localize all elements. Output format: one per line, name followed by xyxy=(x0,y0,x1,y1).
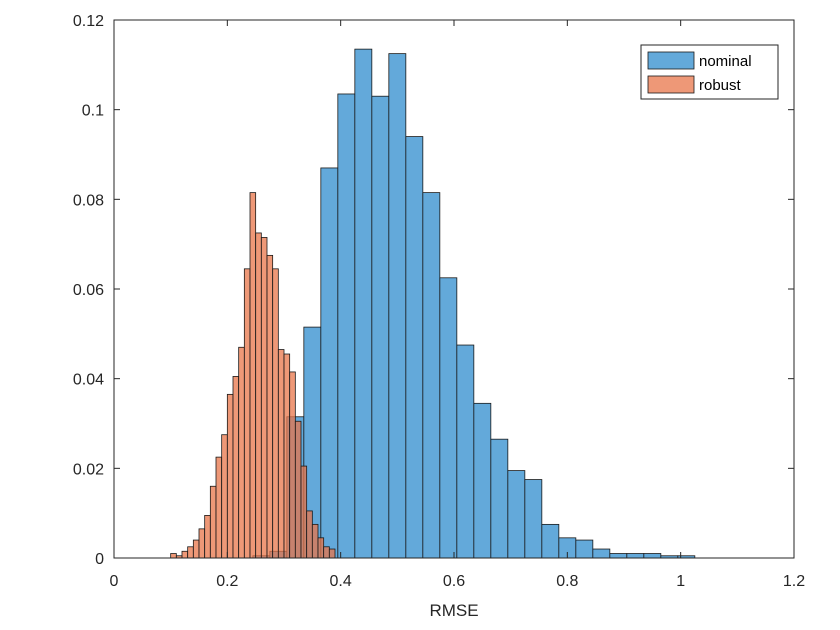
legend-label-robust: robust xyxy=(699,77,742,94)
nominal-bar xyxy=(609,553,628,559)
nominal-bar xyxy=(524,479,543,559)
nominal-bar xyxy=(439,277,458,559)
nominal-bar xyxy=(592,548,611,559)
x-axis-label: RMSE xyxy=(429,601,478,620)
robust-bar xyxy=(255,232,262,559)
robust-bar xyxy=(300,465,308,559)
x-tick-label: 0.4 xyxy=(330,573,352,590)
robust-bar xyxy=(294,420,302,559)
nominal-bar xyxy=(507,470,526,559)
nominal-bar xyxy=(541,523,560,559)
robust-bar xyxy=(187,546,194,559)
robust-bar xyxy=(209,485,217,559)
robust-bar xyxy=(283,353,291,559)
robust-bar xyxy=(249,192,257,559)
robust-bar xyxy=(232,376,240,559)
robust-bar xyxy=(226,393,234,559)
nominal-bar xyxy=(422,192,441,559)
y-tick-label: 0.02 xyxy=(73,461,104,478)
robust-bar xyxy=(170,553,177,559)
robust-bar xyxy=(306,510,313,559)
robust-bar xyxy=(260,237,268,559)
robust-bar xyxy=(204,515,211,559)
robust-series xyxy=(170,192,336,559)
nominal-bar xyxy=(575,539,594,559)
nominal-bar xyxy=(490,438,509,559)
robust-bar xyxy=(192,539,200,559)
nominal-bar xyxy=(643,553,662,559)
robust-bar xyxy=(311,523,319,559)
y-tick-label: 0.08 xyxy=(73,192,104,209)
robust-bar xyxy=(266,254,274,559)
nominal-series xyxy=(252,48,696,559)
x-tick-label: 1 xyxy=(676,573,685,590)
robust-bar xyxy=(317,537,325,559)
y-tick-label: 0.12 xyxy=(73,13,104,30)
legend-swatch-robust xyxy=(647,75,695,94)
nominal-bar xyxy=(337,93,356,559)
robust-bar xyxy=(323,546,330,559)
nominal-bar xyxy=(456,344,475,559)
axis-ticks: 0 0.2 0.4 0.6 0.8 1 1.2 0 0.02 0.04 0.06 0.08 0.1 0.1… xyxy=(73,13,805,590)
robust-bar xyxy=(328,548,336,559)
legend: nominal robust xyxy=(640,44,779,100)
robust-bar xyxy=(243,268,251,559)
nominal-bar xyxy=(473,402,492,559)
legend-label-nominal: nominal xyxy=(699,53,752,70)
robust-bar xyxy=(198,528,206,559)
x-tick-label: 0 xyxy=(110,573,119,590)
robust-bar xyxy=(221,434,228,559)
y-tick-label: 0.1 xyxy=(82,103,104,120)
x-tick-label: 0.8 xyxy=(556,573,578,590)
nominal-bar xyxy=(371,95,390,559)
nominal-bar xyxy=(626,553,645,559)
nominal-bar xyxy=(405,136,424,559)
robust-bar xyxy=(277,349,285,559)
x-tick-label: 1.2 xyxy=(783,573,805,590)
robust-bar xyxy=(272,268,279,559)
robust-bar xyxy=(215,456,223,559)
nominal-bar xyxy=(388,53,407,559)
y-tick-label: 0 xyxy=(95,551,104,568)
y-tick-label: 0.04 xyxy=(73,372,104,389)
legend-swatch-nominal xyxy=(647,51,695,70)
x-tick-label: 0.2 xyxy=(216,573,238,590)
nominal-bar xyxy=(320,167,339,559)
robust-bar xyxy=(238,346,245,559)
nominal-bar xyxy=(354,48,373,559)
robust-bar xyxy=(289,371,296,559)
x-tick-label: 0.6 xyxy=(443,573,465,590)
y-tick-label: 0.06 xyxy=(73,282,104,299)
robust-bar xyxy=(181,550,189,559)
